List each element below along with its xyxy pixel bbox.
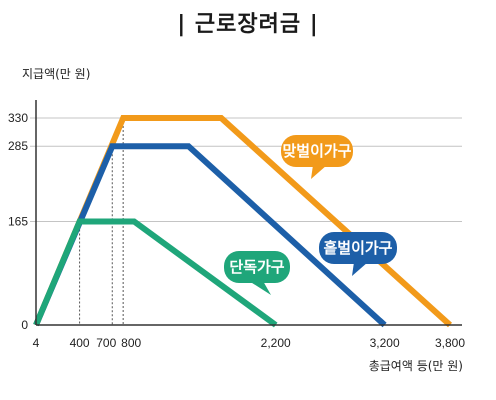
- series-line: [33, 218, 278, 328]
- y-tick-label: 330: [8, 111, 28, 125]
- x-tick-label: 2,200: [261, 336, 291, 350]
- series-lines: [33, 115, 453, 328]
- series-label: 홑벌이가구: [323, 239, 392, 257]
- callout-bubble: [281, 135, 353, 167]
- x-tick-label: 3,200: [370, 336, 400, 350]
- x-tick-label: 400: [70, 336, 90, 350]
- series-label: 단독가구: [229, 258, 284, 276]
- y-tick-label: 165: [8, 215, 28, 229]
- x-tick-label: 3,800: [435, 336, 465, 350]
- series-label: 맞벌이가구: [282, 142, 351, 160]
- axes: [35, 100, 462, 326]
- x-tick-label: 800: [121, 336, 141, 350]
- x-tick-label: 4: [33, 336, 40, 350]
- guide-lines: [79, 118, 124, 325]
- grid: [30, 117, 462, 222]
- series-callout: 단독가구: [224, 251, 290, 295]
- y-tick-label: 0: [21, 318, 28, 332]
- chart-title: | 근로장려금 |: [177, 12, 319, 37]
- series-callout: 맞벌이가구: [281, 135, 353, 179]
- callout-tail: [249, 281, 271, 295]
- x-tick-label: 700: [96, 336, 116, 350]
- callout-tail: [311, 165, 327, 179]
- y-axis-label: 지급액(만 원): [22, 67, 90, 81]
- callout-bubble: [224, 251, 290, 283]
- callout-tail: [352, 262, 368, 276]
- tick-labels: 0 165 285 330 4 400 700 800 2,200 3,200 3,800: [8, 111, 465, 350]
- callout-bubble: [319, 232, 397, 264]
- y-tick-label: 285: [8, 139, 28, 153]
- series-callout: 홑벌이가구: [319, 232, 397, 276]
- x-axis-label: 총급여액 등(만 원): [369, 359, 463, 373]
